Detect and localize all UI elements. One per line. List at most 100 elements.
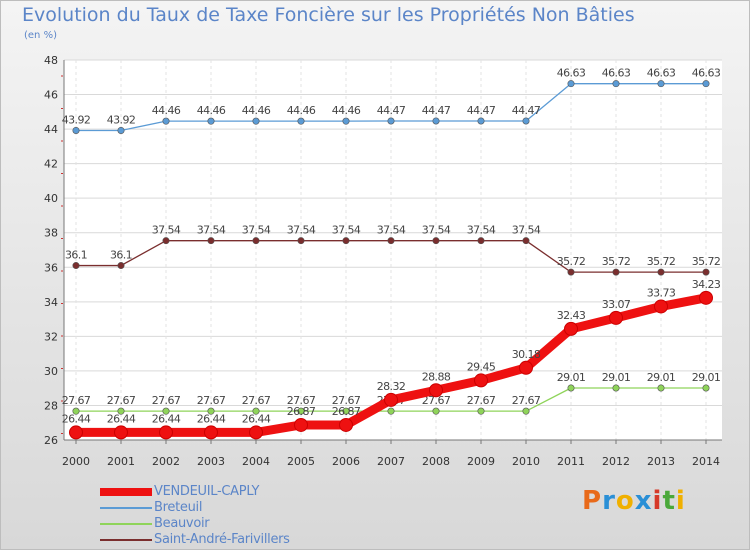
data-label: 27.67 — [287, 394, 316, 407]
x-tick-label: 2007 — [377, 455, 405, 468]
legend-swatch-breteuil — [100, 507, 152, 509]
data-point — [162, 407, 170, 415]
data-label: 29.45 — [467, 360, 496, 373]
data-label: 27.67 — [197, 394, 226, 407]
data-label: 37.54 — [152, 224, 181, 237]
data-point — [117, 126, 125, 134]
data-label: 27.67 — [107, 394, 136, 407]
x-tick-label: 2001 — [107, 455, 135, 468]
data-label: 44.46 — [242, 104, 271, 117]
data-label: 44.47 — [512, 104, 541, 117]
x-tick-label: 2005 — [287, 455, 315, 468]
data-point — [702, 80, 710, 88]
data-label: 46.63 — [602, 67, 631, 80]
data-point — [387, 117, 395, 125]
logo-letter: P — [582, 486, 603, 516]
data-label: 44.46 — [152, 104, 181, 117]
data-label: 33.73 — [647, 286, 676, 299]
data-label: 26.44 — [197, 412, 226, 425]
data-label: 44.46 — [287, 104, 316, 117]
y-tick-label: 44 — [44, 123, 58, 136]
data-label: 27.67 — [62, 394, 91, 407]
data-label: 35.72 — [602, 255, 631, 268]
data-label: 29.01 — [647, 371, 676, 384]
data-point — [432, 117, 440, 125]
data-label: 37.54 — [332, 224, 361, 237]
proxiti-logo: Proxiti — [582, 486, 686, 516]
y-tick-label: 28 — [44, 399, 58, 412]
data-label: 46.63 — [692, 67, 721, 80]
data-point — [249, 425, 263, 440]
data-label: 43.92 — [62, 113, 91, 126]
data-point — [72, 126, 80, 134]
logo-letter: x — [634, 486, 653, 516]
data-label: 44.46 — [197, 104, 226, 117]
logo-letter: i — [675, 486, 686, 516]
legend-swatch-beauvoir — [100, 523, 152, 525]
x-tick-label: 2008 — [422, 455, 450, 468]
data-label: 26.44 — [242, 412, 271, 425]
chart-title: Evolution du Taux de Taxe Foncière sur l… — [22, 4, 635, 26]
data-point — [477, 237, 485, 245]
y-tick-label: 42 — [44, 158, 58, 171]
chart-unit-label: (en %) — [24, 30, 57, 41]
data-point — [72, 262, 80, 270]
data-point — [297, 407, 305, 415]
data-label: 44.47 — [377, 104, 406, 117]
data-point — [252, 237, 260, 245]
data-point — [522, 117, 530, 125]
data-point — [612, 80, 620, 88]
legend-label-beauvoir: Beauvoir — [154, 516, 210, 531]
x-tick-label: 2014 — [692, 455, 720, 468]
data-point — [429, 383, 443, 398]
y-tick-label: 32 — [44, 330, 58, 343]
data-label: 28.88 — [422, 370, 451, 383]
data-label: 26.44 — [152, 412, 181, 425]
data-point — [297, 237, 305, 245]
data-point — [117, 407, 125, 415]
data-label: 44.46 — [332, 104, 361, 117]
data-label: 36.1 — [110, 249, 132, 262]
x-tick-label: 2010 — [512, 455, 540, 468]
data-label: 43.92 — [107, 113, 136, 126]
data-point — [207, 407, 215, 415]
data-point — [387, 407, 395, 415]
data-point — [564, 321, 578, 336]
data-point — [612, 268, 620, 276]
data-label: 37.54 — [512, 224, 541, 237]
data-point — [522, 237, 530, 245]
data-point — [432, 237, 440, 245]
data-point — [117, 262, 125, 270]
x-tick-label: 2009 — [467, 455, 495, 468]
data-point — [657, 384, 665, 392]
data-point — [519, 360, 533, 375]
data-point — [114, 425, 128, 440]
data-point — [339, 417, 353, 432]
data-label: 28.32 — [377, 380, 406, 393]
data-point — [657, 80, 665, 88]
data-label: 44.47 — [467, 104, 496, 117]
data-point — [699, 290, 713, 305]
logo-letter: o — [615, 486, 635, 516]
y-tick-label: 40 — [44, 192, 58, 205]
data-point — [252, 117, 260, 125]
x-tick-label: 2004 — [242, 455, 270, 468]
data-point — [387, 237, 395, 245]
data-label: 37.54 — [197, 224, 226, 237]
x-tick-label: 2000 — [62, 455, 90, 468]
data-point — [657, 268, 665, 276]
data-point — [654, 299, 668, 314]
data-point — [204, 425, 218, 440]
data-point — [342, 237, 350, 245]
y-tick-label: 36 — [44, 261, 58, 274]
data-label: 37.54 — [242, 224, 271, 237]
data-label: 35.72 — [692, 255, 721, 268]
data-label: 35.72 — [647, 255, 676, 268]
data-point — [294, 417, 308, 432]
legend-label-vendeuil: VENDEUIL-CAPLY — [154, 484, 260, 499]
data-label: 37.54 — [377, 224, 406, 237]
data-point — [384, 392, 398, 407]
data-point — [207, 117, 215, 125]
x-tick-label: 2002 — [152, 455, 180, 468]
